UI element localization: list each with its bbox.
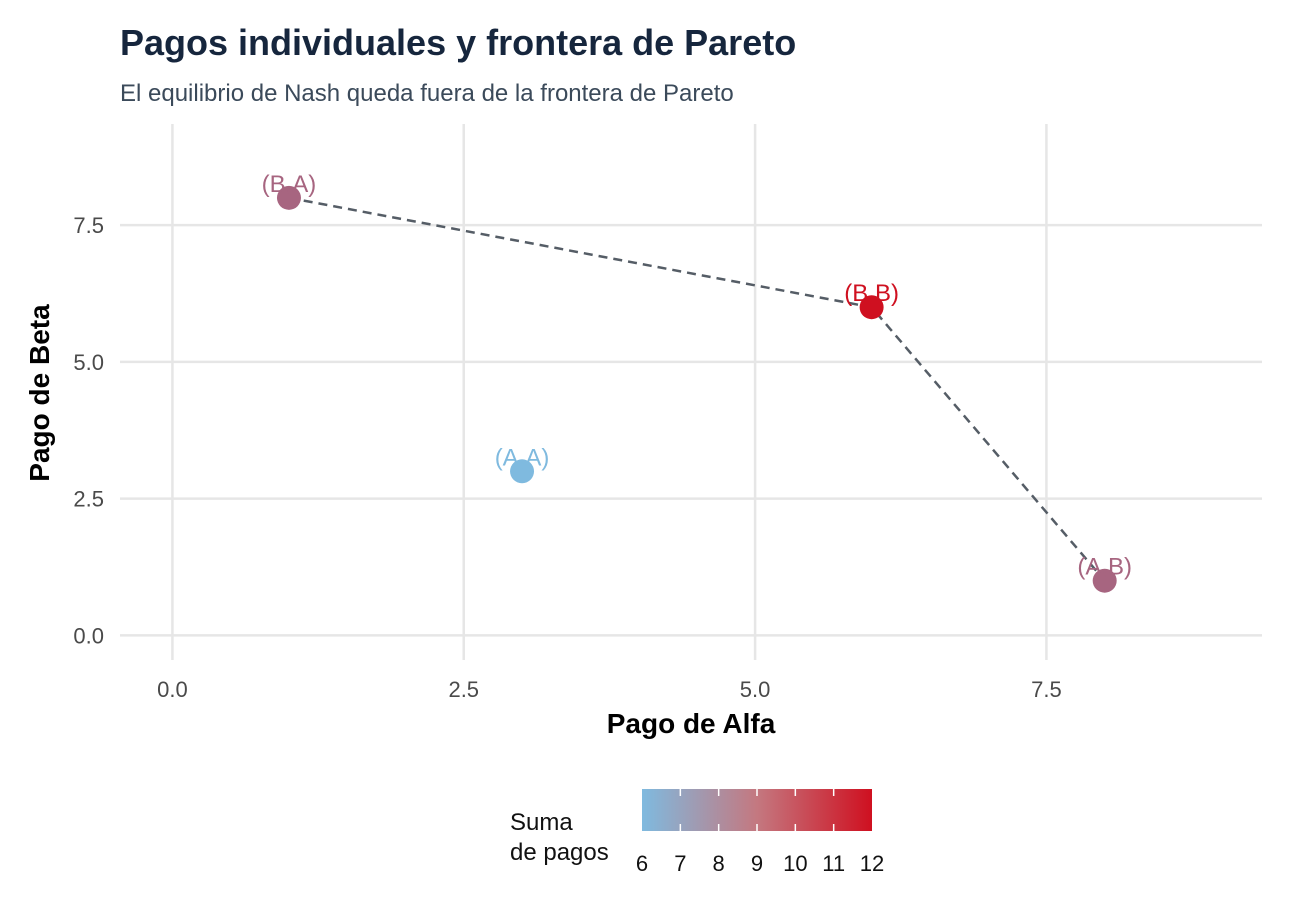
point-label-0: (A,A) <box>495 444 550 471</box>
legend-title-line-2: de pagos <box>510 839 609 866</box>
legend-tick-label-6: 12 <box>860 851 884 876</box>
legend-tick-label-2: 8 <box>713 851 725 876</box>
chart-title: Pagos individuales y frontera de Pareto <box>120 22 796 63</box>
point-label-2: (B,A) <box>262 171 317 198</box>
x-tick-label-1: 2.5 <box>448 677 479 702</box>
gridlines <box>120 124 1262 660</box>
legend-tick-label-4: 10 <box>783 851 807 876</box>
color-legend: Suma de pagos 6 7 8 9 10 11 12 <box>510 789 884 876</box>
legend-tick-label-3: 9 <box>751 851 763 876</box>
y-axis-ticks: 0.0 2.5 5.0 7.5 <box>73 213 104 648</box>
x-tick-label-2: 5.0 <box>740 677 771 702</box>
data-points <box>276 185 1117 593</box>
x-tick-label-0: 0.0 <box>157 677 188 702</box>
y-tick-label-2: 5.0 <box>73 350 104 375</box>
x-axis-label: Pago de Alfa <box>607 708 776 739</box>
chart-subtitle: El equilibrio de Nash queda fuera de la … <box>120 80 734 107</box>
x-axis-ticks: 0.0 2.5 5.0 7.5 <box>157 677 1062 702</box>
legend-tick-label-0: 6 <box>636 851 648 876</box>
point-label-3: (B,B) <box>844 280 899 307</box>
y-tick-label-3: 7.5 <box>73 213 104 238</box>
data-point-2 <box>276 185 301 210</box>
legend-title-line-1: Suma <box>510 809 573 836</box>
point-label-1: (A,B) <box>1077 554 1132 581</box>
data-point-0 <box>510 459 535 484</box>
point-labels: (A,A) (A,B) (B,A) (B,B) <box>262 171 1132 581</box>
y-tick-label-0: 0.0 <box>73 623 104 648</box>
legend-tick-label-5: 11 <box>822 851 845 876</box>
data-point-3 <box>859 295 884 320</box>
pareto-frontier-line <box>288 196 1106 582</box>
y-tick-label-1: 2.5 <box>73 487 104 512</box>
legend-tick-label-1: 7 <box>674 851 686 876</box>
y-axis-label: Pago de Beta <box>24 304 55 482</box>
legend-ticks: 6 7 8 9 10 11 12 <box>636 789 884 876</box>
data-point-1 <box>1092 568 1117 593</box>
x-tick-label-3: 7.5 <box>1031 677 1062 702</box>
